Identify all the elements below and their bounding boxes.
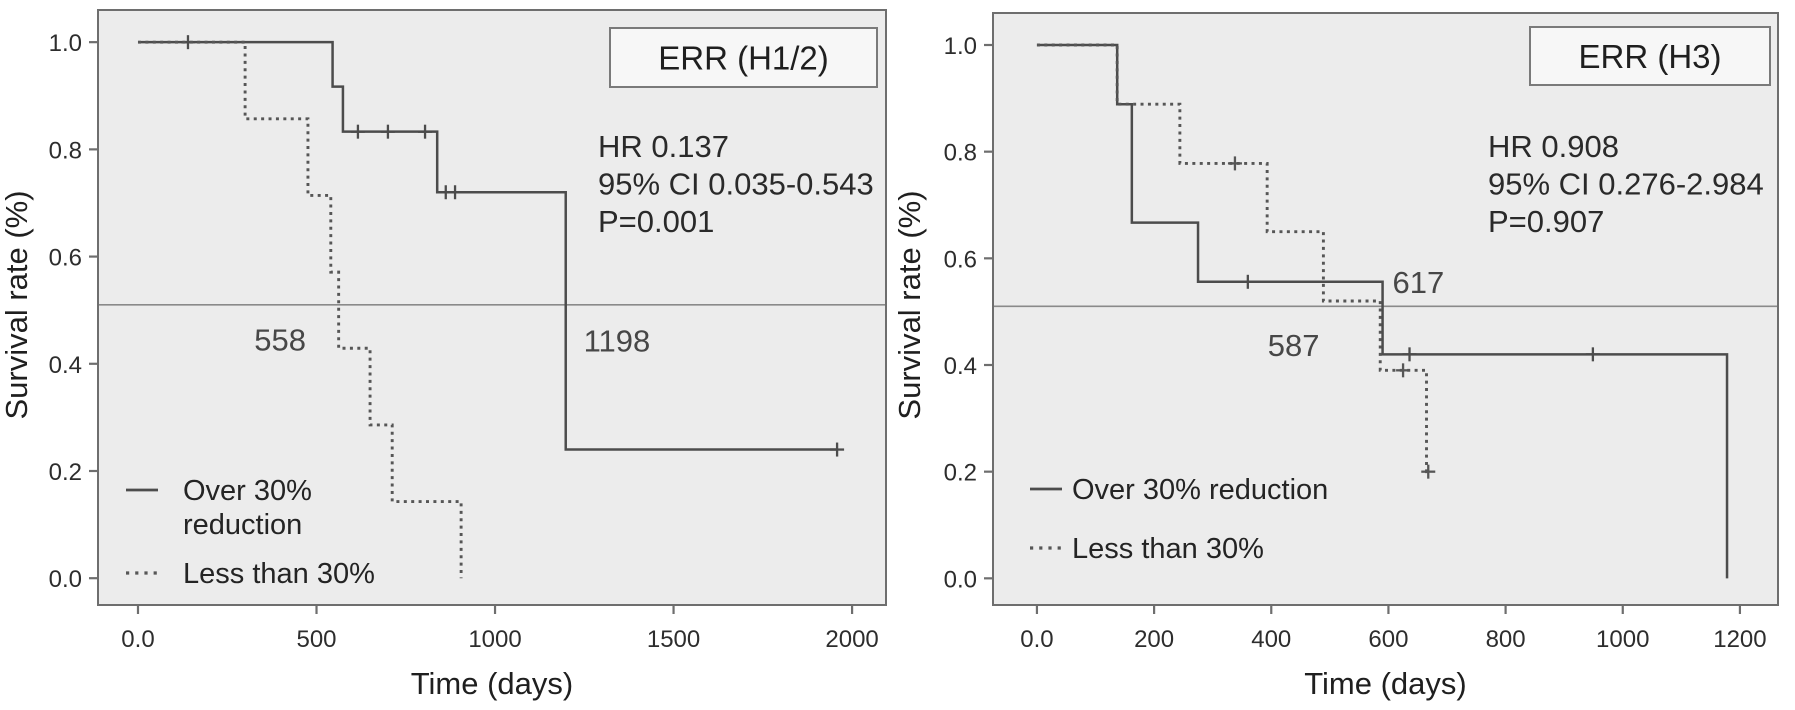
- y-tick-label: 0.4: [944, 353, 977, 380]
- plot-frame: [97, 9, 887, 606]
- censor-mark: [1585, 347, 1600, 362]
- censor-mark: [1402, 347, 1417, 362]
- panel-title: ERR (H3): [1578, 38, 1721, 75]
- censor-mark: [830, 442, 845, 457]
- y-tick-label: 0.0: [944, 566, 977, 593]
- y-tick-label: 1.0: [49, 30, 82, 57]
- y-axis-label: Survival rate (%): [0, 190, 34, 419]
- x-tick-label: 600: [1368, 626, 1408, 653]
- x-tick-label: 1000: [1596, 626, 1649, 653]
- x-tick-label: 1000: [468, 626, 521, 653]
- y-tick-label: 0.4: [49, 352, 82, 379]
- x-tick-label: 2000: [825, 626, 878, 653]
- legend-label: Less than 30%: [183, 558, 375, 590]
- x-tick-label: 200: [1134, 626, 1174, 653]
- stats-line: 95% CI 0.035-0.543: [598, 167, 874, 202]
- km-panel-left: 0.0 500 1000 1500 2000 0.0 0.2 0.4 0.6 0.8 1.0 558 1…: [0, 9, 887, 701]
- y-tick-label: 0.0: [49, 566, 82, 593]
- y-axis-label: Survival rate (%): [892, 190, 927, 419]
- legend-label: Over 30%: [183, 475, 312, 507]
- median-annotation: 617: [1393, 265, 1445, 300]
- legend-label: reduction: [183, 509, 302, 541]
- censor-mark: [350, 124, 365, 139]
- stats-line: HR 0.137: [598, 129, 729, 164]
- x-tick-label: 0.0: [121, 626, 154, 653]
- median-annotation: 587: [1268, 328, 1320, 363]
- censor-mark: [1396, 363, 1411, 378]
- stats-line: 95% CI 0.276-2.984: [1488, 167, 1764, 202]
- km-panel-right: 0.0 200 400 600 800 1000 1200 0.0 0.2 0.4 0.6 0.8 1.…: [892, 12, 1779, 701]
- stats-line: P=0.907: [1488, 204, 1604, 239]
- plot-background: [98, 10, 886, 605]
- x-axis-label: Time (days): [411, 666, 573, 701]
- median-annotation: 1198: [584, 323, 651, 358]
- km-curve-less-than-30pct: [137, 40, 463, 579]
- censor-mark: [1421, 464, 1436, 479]
- x-tick-label: 800: [1486, 626, 1526, 653]
- panel-title: ERR (H1/2): [658, 40, 829, 77]
- y-tick-label: 0.8: [944, 140, 977, 167]
- y-tick-label: 0.2: [944, 460, 977, 487]
- y-tick-label: 1.0: [944, 33, 977, 60]
- censor-mark: [380, 124, 395, 139]
- x-tick-label: 500: [296, 626, 336, 653]
- x-axis-label: Time (days): [1304, 666, 1466, 701]
- x-tick-label: 1200: [1713, 626, 1766, 653]
- y-tick-label: 0.6: [49, 245, 82, 272]
- x-tick-label: 1500: [647, 626, 700, 653]
- x-tick-label: 400: [1251, 626, 1291, 653]
- panel-title-box: [1529, 26, 1771, 86]
- censor-mark: [1240, 274, 1255, 289]
- x-tick-label: 0.0: [1020, 626, 1053, 653]
- censor-mark: [418, 124, 433, 139]
- legend-label: Less than 30%: [1072, 533, 1264, 565]
- median-annotation: 558: [254, 322, 306, 357]
- y-tick-label: 0.2: [49, 459, 82, 486]
- y-tick-label: 0.6: [944, 246, 977, 273]
- legend-label: Over 30% reduction: [1072, 474, 1328, 506]
- plot-frame: [992, 12, 1779, 606]
- stats-line: HR 0.908: [1488, 129, 1619, 164]
- stats-line: P=0.001: [598, 204, 714, 239]
- panel-title-box: [609, 27, 878, 88]
- plot-background: [993, 13, 1778, 605]
- y-tick-label: 0.8: [49, 137, 82, 164]
- censor-mark: [448, 185, 463, 200]
- censor-mark: [1227, 156, 1242, 171]
- km-curve-less-than-30pct: [1036, 43, 1431, 474]
